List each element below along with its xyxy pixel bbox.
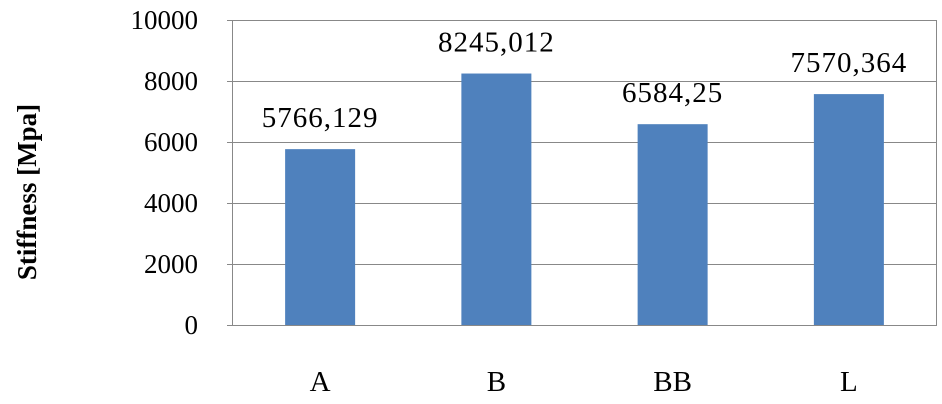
data-label-a: 5766,129 xyxy=(262,102,379,134)
bar-a xyxy=(285,149,356,325)
y-tick-labels: 0 2000 4000 6000 8000 10000 xyxy=(131,5,199,340)
bar-b xyxy=(461,73,532,325)
bar-bb xyxy=(637,124,708,325)
x-tick-label-bb: BB xyxy=(653,366,692,398)
x-tick-label-a: A xyxy=(310,366,331,398)
y-axis-title: Stiffness [Mpa] xyxy=(12,104,42,280)
y-tick-label: 2000 xyxy=(144,249,198,279)
y-tick-label: 4000 xyxy=(144,188,198,218)
bars xyxy=(285,73,884,325)
data-label-b: 8245,012 xyxy=(438,27,555,59)
data-label-bb: 6584,25 xyxy=(622,77,723,109)
x-tick-label-l: L xyxy=(840,366,858,398)
y-tick-label: 0 xyxy=(185,310,199,340)
data-label-l: 7570,364 xyxy=(791,47,908,79)
x-tick-labels: A B BB L xyxy=(310,366,858,398)
y-tick-label: 6000 xyxy=(144,127,198,157)
bar-l xyxy=(813,94,884,325)
x-tick-label-b: B xyxy=(487,366,506,398)
axes xyxy=(227,20,937,326)
data-labels: 5766,129 8245,012 6584,25 7570,364 xyxy=(262,27,908,135)
y-tick-label: 8000 xyxy=(144,66,198,96)
y-tick-label: 10000 xyxy=(131,5,199,35)
